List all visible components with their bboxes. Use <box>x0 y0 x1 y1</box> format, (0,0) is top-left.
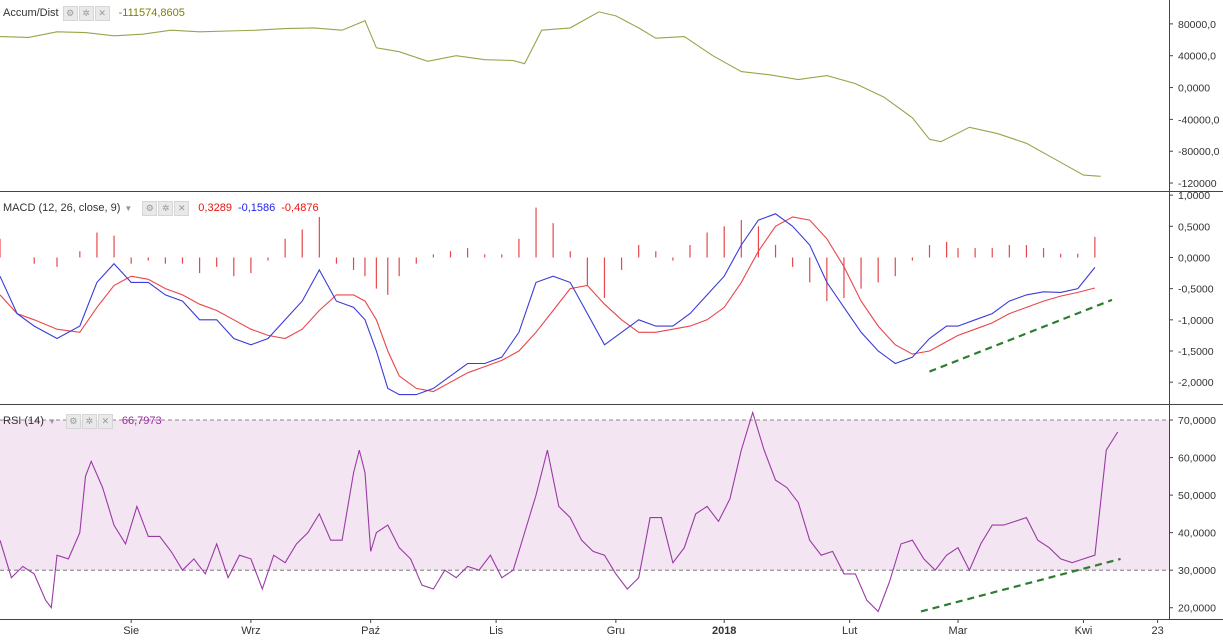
chevron-down-icon[interactable]: ▼ <box>48 417 56 426</box>
y-tick-label: 20,0000 <box>1178 603 1216 615</box>
y-tick-label: 30,0000 <box>1178 565 1216 577</box>
y-tick-label: 0,0000 <box>1178 252 1210 264</box>
macd-indicator-name[interactable]: MACD (12, 26, close, 9) <box>3 202 120 214</box>
accum-value: -111574,8605 <box>119 7 185 19</box>
y-tick-label: 0,5000 <box>1178 221 1210 233</box>
x-tick-label: Mar <box>949 625 968 637</box>
x-tick-label: Kwi <box>1075 625 1093 637</box>
y-tick-label: -1,0000 <box>1178 315 1214 327</box>
x-tick-label: Paź <box>361 625 380 637</box>
macd-signal-line <box>0 217 1095 392</box>
y-tick-label: -40000,0 <box>1178 114 1220 126</box>
macd-line-value: -0,1586 <box>238 202 275 214</box>
accum-indicator-name[interactable]: Accum/Dist <box>3 7 59 19</box>
y-tick-label: 1,0000 <box>1178 190 1210 202</box>
gear-icon[interactable]: ✲ <box>82 414 97 429</box>
y-tick-label: -80000,0 <box>1178 146 1220 158</box>
macd-histogram-value: 0,3289 <box>198 202 232 214</box>
x-tick-label: 23 <box>1151 625 1163 637</box>
close-icon[interactable]: ✕ <box>95 6 110 21</box>
rsi-indicator-name[interactable]: RSI (14) <box>3 415 44 427</box>
close-icon[interactable]: ✕ <box>174 201 189 216</box>
x-tick-label: 2018 <box>712 625 736 637</box>
macd-header: MACD (12, 26, close, 9) ▼ ⚙ ✲ ✕ 0,3289 -… <box>3 200 325 216</box>
macd-line <box>0 214 1095 395</box>
y-tick-label: 0,0000 <box>1178 83 1210 95</box>
y-tick-label: 80000,0 <box>1178 19 1216 31</box>
y-tick-label: -2,0000 <box>1178 377 1214 389</box>
x-tick-label: Wrz <box>241 625 260 637</box>
y-tick-label: -0,5000 <box>1178 284 1214 296</box>
y-tick-label: 40000,0 <box>1178 51 1216 63</box>
accum-dist-line <box>0 12 1101 176</box>
macd-signal-value: -0,4876 <box>281 202 318 214</box>
rsi-value: 66,7973 <box>122 415 162 427</box>
settings-icon[interactable]: ⚙ <box>66 414 81 429</box>
y-tick-label: -1,5000 <box>1178 346 1214 358</box>
gear-icon[interactable]: ✲ <box>79 6 94 21</box>
y-tick-label: -120000 <box>1178 178 1217 190</box>
rsi-band <box>0 420 1169 570</box>
x-tick-label: Gru <box>607 625 625 637</box>
y-tick-label: 70,0000 <box>1178 415 1216 427</box>
settings-icon[interactable]: ⚙ <box>142 201 157 216</box>
y-tick-label: 50,0000 <box>1178 490 1216 502</box>
x-tick-label: Lis <box>489 625 504 637</box>
accum-header: Accum/Dist ⚙ ✲ ✕ -111574,8605 <box>3 5 191 21</box>
x-tick-label: Sie <box>123 625 139 637</box>
close-icon[interactable]: ✕ <box>98 414 113 429</box>
y-tick-label: 60,0000 <box>1178 453 1216 465</box>
gear-icon[interactable]: ✲ <box>158 201 173 216</box>
y-tick-label: 40,0000 <box>1178 528 1216 540</box>
rsi-header: RSI (14) ▼ ⚙ ✲ ✕ 66,7973 <box>3 413 168 429</box>
settings-icon[interactable]: ⚙ <box>63 6 78 21</box>
x-tick-label: Lut <box>842 625 857 637</box>
chevron-down-icon[interactable]: ▼ <box>124 204 132 213</box>
